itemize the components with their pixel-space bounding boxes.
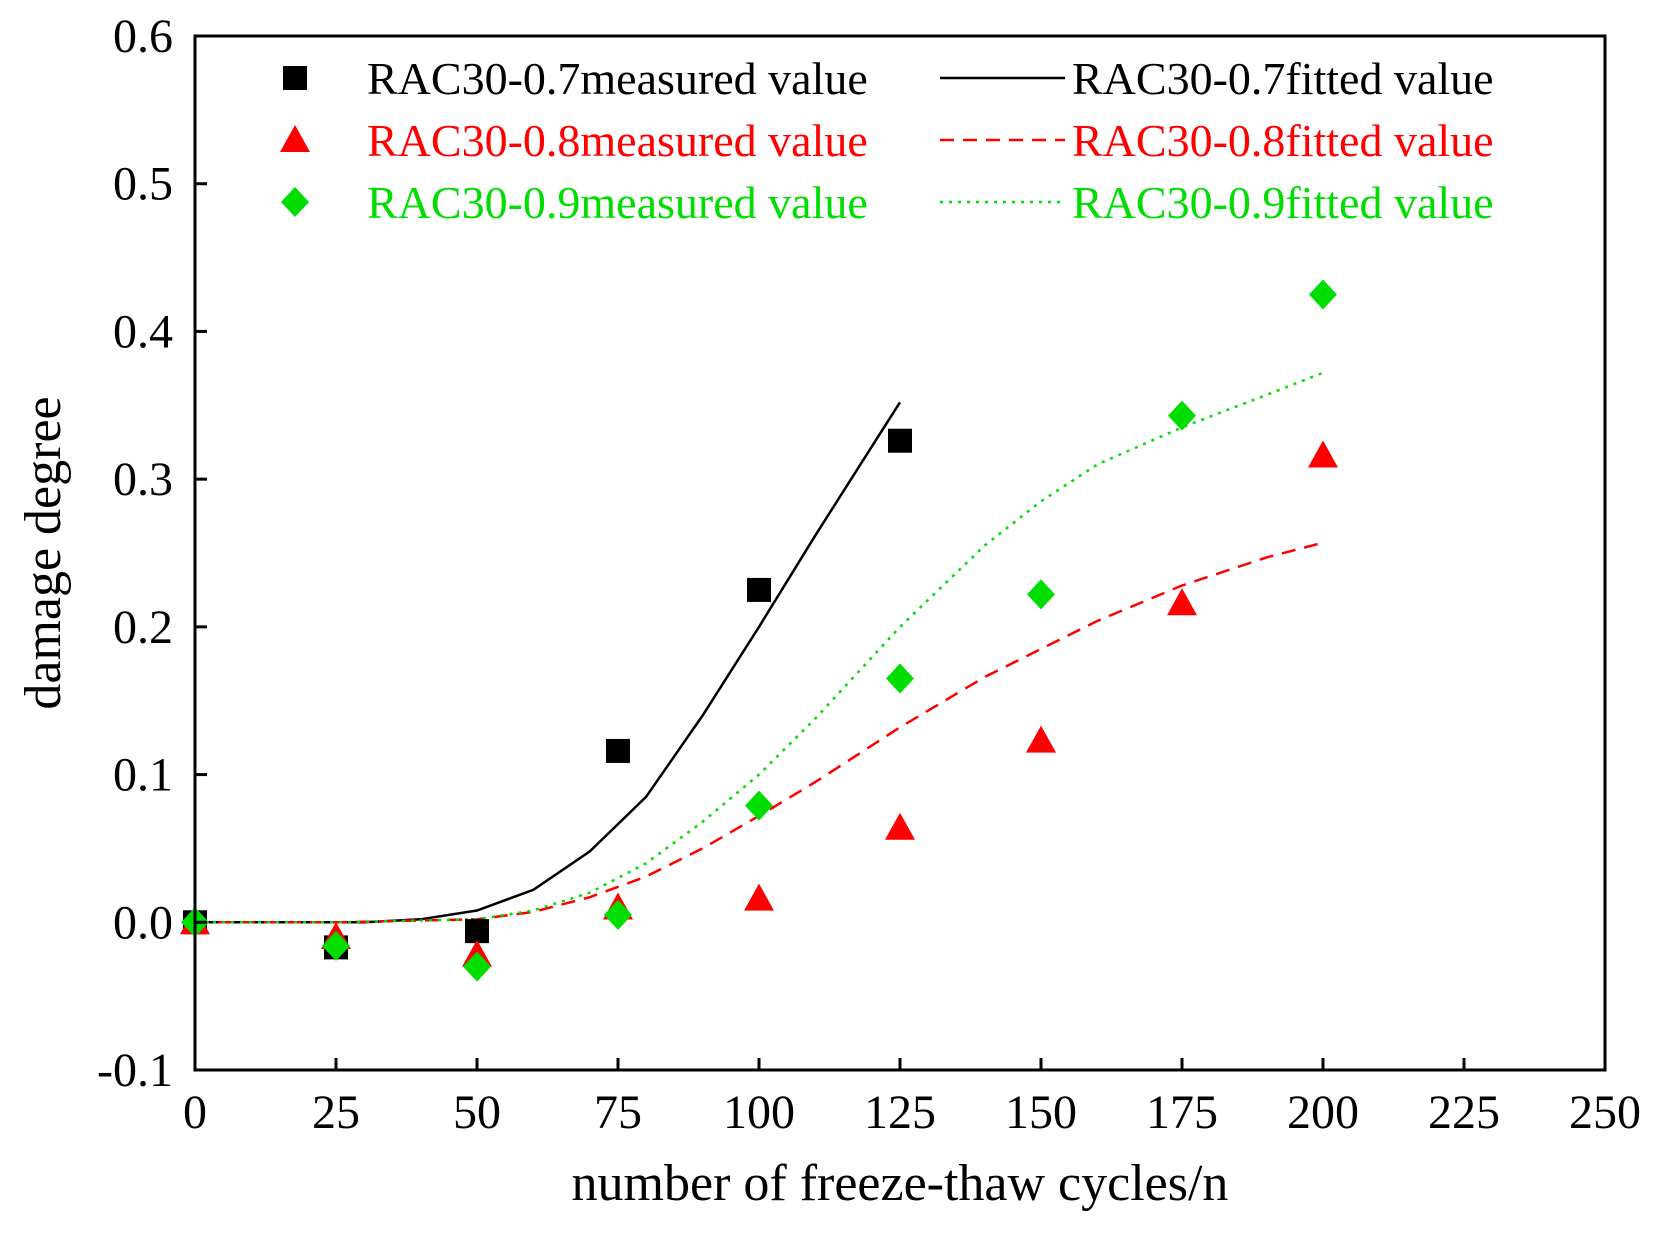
data-point-triangle [744,883,774,911]
data-point-square [606,738,630,763]
plot-frame [193,34,1607,1072]
data-point-diamond [463,951,491,982]
x-tick-label: 225 [1428,1086,1500,1139]
data-point-triangle [885,812,915,840]
x-axis-title: number of freeze-thaw cycles/n [572,1155,1229,1212]
legend-label: RAC30-0.9fitted value [1072,177,1494,228]
y-tick-label: 0.5 [113,158,173,211]
data-point-diamond [604,899,632,930]
x-tick-label: 50 [453,1086,501,1139]
data-point-square [888,428,912,453]
legend-marker-square [283,66,307,90]
x-tick-label: 175 [1146,1086,1218,1139]
data-point-triangle [1167,588,1197,616]
data-point-diamond [745,790,773,821]
legend: RAC30-0.7measured value RAC30-0.7fitted v… [280,53,1494,228]
legend-label: RAC30-0.8fitted value [1072,115,1494,166]
legend-label: RAC30-0.7measured value [367,53,868,104]
data-point-diamond [886,663,914,694]
legend-marker-triangle [280,125,310,152]
data-point-square [465,919,489,944]
data-point-triangle [1308,440,1338,468]
y-tick-label: 0.3 [113,453,173,506]
legend-marker-diamond [281,187,309,217]
y-tick-label: 0.4 [113,305,173,358]
y-tick-label: 0.0 [113,896,173,949]
data-point-triangle [1026,725,1056,753]
x-tick-label: 125 [864,1086,936,1139]
data-point-diamond [1027,579,1055,610]
y-tick-label: 0.6 [113,10,173,63]
data-point-diamond [1309,279,1337,310]
x-tick-label: 250 [1569,1086,1641,1139]
y-tick-label: -0.1 [97,1044,173,1097]
x-tick-label: 75 [594,1086,642,1139]
x-tick-label: 25 [312,1086,360,1139]
x-tick-label: 100 [723,1086,795,1139]
data-point-square [747,577,771,602]
series-line-4 [195,541,1324,924]
data-point-diamond [322,930,350,961]
y-axis-title: damage degree [15,396,72,709]
x-tick-label: 150 [1005,1086,1077,1139]
legend-label: RAC30-0.9measured value [367,177,868,228]
legend-label: RAC30-0.7fitted value [1072,53,1494,104]
legend-label: RAC30-0.8measured value [367,115,868,166]
y-tick-label: 0.2 [113,601,173,654]
x-tick-label: 200 [1287,1086,1359,1139]
x-tick-label: 0 [183,1086,207,1139]
data-point-diamond [1168,400,1196,431]
y-tick-label: 0.1 [113,749,173,802]
